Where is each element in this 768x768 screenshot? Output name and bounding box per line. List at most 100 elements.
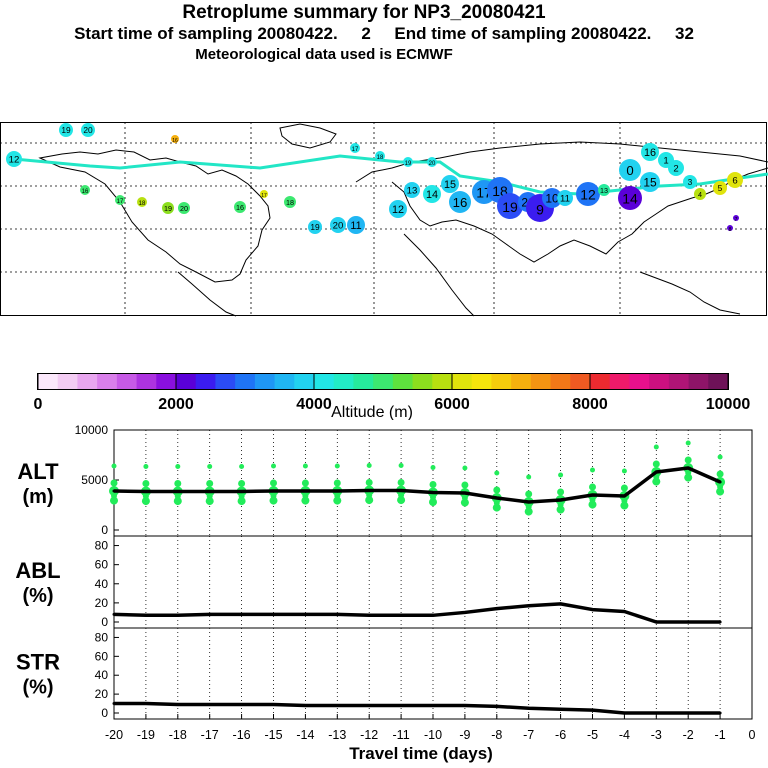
plume-cluster bbox=[403, 157, 413, 167]
y-tick-label: 0 bbox=[101, 523, 108, 537]
data-point bbox=[240, 490, 244, 493]
plume-cluster bbox=[330, 217, 346, 233]
data-point bbox=[272, 612, 275, 616]
data-point bbox=[654, 620, 658, 624]
plume-cluster bbox=[619, 159, 641, 181]
plume-cluster bbox=[598, 184, 610, 196]
x-tick-label: -15 bbox=[264, 728, 282, 742]
data-point bbox=[240, 612, 244, 616]
plume-cluster bbox=[162, 202, 174, 214]
x-tick-label: -11 bbox=[393, 728, 410, 742]
cluster-label: 12 bbox=[392, 204, 404, 216]
altitude-dot bbox=[302, 463, 308, 469]
cluster-label: 17 bbox=[117, 199, 124, 205]
altitude-dot bbox=[717, 483, 724, 490]
colorbar-cell bbox=[215, 374, 236, 390]
altitude-dot bbox=[716, 487, 725, 496]
colorbar-cell bbox=[274, 374, 295, 390]
altitude-dot bbox=[397, 496, 406, 505]
data-point bbox=[718, 620, 722, 624]
data-point bbox=[718, 480, 722, 484]
data-point bbox=[399, 703, 403, 707]
colorbar-cell bbox=[590, 374, 611, 390]
data-point bbox=[335, 703, 339, 707]
colorbar-cell bbox=[116, 374, 138, 390]
altitude-dot bbox=[620, 484, 628, 492]
cluster-label: 15 bbox=[643, 176, 657, 190]
y-tick-label: 0 bbox=[101, 706, 108, 720]
altitude-dot bbox=[590, 467, 595, 473]
plume-cluster bbox=[641, 143, 659, 161]
panel-unit: (%) bbox=[22, 677, 53, 699]
y-tick-label: 0 bbox=[101, 615, 108, 629]
colorbar-cell bbox=[511, 374, 532, 390]
altitude-dot bbox=[526, 474, 532, 480]
plume-cluster bbox=[59, 123, 73, 137]
x-tick-label: -19 bbox=[137, 728, 155, 742]
colorbar-tick-label: 2000 bbox=[158, 396, 194, 413]
plume-cluster bbox=[727, 225, 733, 231]
data-point bbox=[431, 491, 435, 494]
data-point bbox=[303, 703, 307, 707]
plume-cluster bbox=[404, 182, 420, 198]
altitude-dot bbox=[685, 440, 691, 446]
altitude-dot bbox=[492, 503, 501, 512]
cluster-label: 16 bbox=[236, 203, 244, 212]
altitude-dot bbox=[494, 470, 500, 476]
data-point bbox=[176, 490, 180, 493]
plume-cluster bbox=[542, 188, 562, 208]
altitude-dot bbox=[175, 464, 181, 469]
x-tick-label: -1 bbox=[715, 728, 726, 742]
series-line-str bbox=[114, 701, 721, 715]
x-tick-label: -6 bbox=[555, 728, 566, 742]
y-tick-label: 40 bbox=[95, 668, 109, 682]
profile-panels: 0500010000ALT(m)020406080ABL(%)020406080… bbox=[15, 423, 756, 763]
plume-cluster bbox=[727, 172, 743, 188]
x-tick-label: 0 bbox=[749, 728, 756, 742]
altitude-dot bbox=[684, 456, 692, 464]
cluster-label: 19 bbox=[310, 222, 320, 232]
cluster-label: 15 bbox=[444, 179, 456, 191]
altitude-dot bbox=[621, 468, 627, 474]
colorbar-cell bbox=[38, 374, 59, 390]
colorbar-cell bbox=[609, 374, 630, 390]
altitude-dot bbox=[398, 463, 404, 468]
colorbar-cell bbox=[254, 374, 276, 390]
plume-cluster bbox=[80, 185, 90, 195]
cluster-label: 14 bbox=[426, 189, 438, 201]
colorbar-tick-label: 0 bbox=[34, 396, 43, 413]
altitude-colorbar: 0 2000 4000 6000 8000 10000 Altitude (m) bbox=[34, 373, 751, 420]
plume-cluster bbox=[694, 188, 706, 200]
colorbar-cell bbox=[530, 374, 552, 390]
cluster-label: 18 bbox=[139, 201, 146, 207]
colorbar-cell bbox=[708, 374, 729, 390]
cluster-label: 18 bbox=[286, 198, 294, 207]
plume-cluster bbox=[375, 151, 385, 161]
panel-label: ALT bbox=[17, 459, 59, 484]
colorbar-cell bbox=[649, 374, 670, 390]
cluster-label: 1 bbox=[663, 156, 668, 167]
plume-cluster bbox=[171, 135, 179, 143]
data-point bbox=[527, 500, 531, 504]
plume-cluster bbox=[234, 201, 246, 213]
colorbar-cell bbox=[668, 374, 690, 390]
altitude-dot bbox=[461, 494, 468, 501]
colorbar-cell bbox=[688, 374, 709, 390]
plume-cluster bbox=[557, 190, 573, 206]
data-point bbox=[463, 703, 467, 707]
cluster-label: 0 bbox=[626, 163, 633, 178]
altitude-dot bbox=[430, 494, 436, 501]
plume-cluster bbox=[733, 215, 739, 221]
altitude-dot bbox=[653, 444, 659, 450]
cluster-label: 5 bbox=[718, 183, 723, 193]
x-tick-label: -2 bbox=[683, 728, 694, 742]
colorbar-tick-label: 10000 bbox=[706, 396, 751, 413]
altitude-dot bbox=[525, 503, 532, 510]
colorbar-cell bbox=[392, 374, 414, 390]
data-point bbox=[112, 612, 116, 616]
colorbar-cell bbox=[77, 374, 98, 390]
colorbar-cell bbox=[97, 374, 118, 390]
met-data-line: Meteorological data used is ECMWF bbox=[195, 46, 453, 63]
colorbar-cell bbox=[195, 374, 216, 390]
x-tick-label: -9 bbox=[459, 728, 470, 742]
